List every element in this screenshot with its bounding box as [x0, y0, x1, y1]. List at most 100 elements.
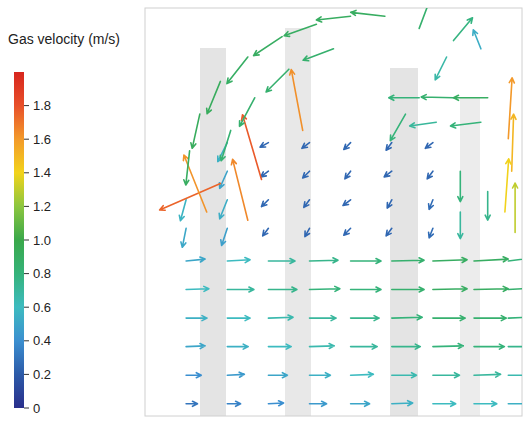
velocity-vector — [351, 372, 374, 377]
velocity-vector — [474, 401, 497, 406]
velocity-vector — [310, 344, 335, 349]
velocity-vector — [266, 69, 289, 92]
velocity-vector — [227, 372, 244, 377]
velocity-vector — [392, 401, 413, 406]
velocity-vector — [458, 171, 463, 201]
velocity-vector — [268, 401, 283, 406]
velocity-vector — [207, 81, 221, 113]
velocity-vector — [511, 114, 516, 171]
velocity-vector — [351, 287, 381, 292]
colorbar-tick-label: 0.4 — [33, 333, 51, 348]
velocity-vector — [219, 200, 227, 219]
velocity-vector — [305, 228, 310, 236]
velocity-vector — [392, 258, 424, 263]
velocity-vector — [303, 171, 310, 178]
tube — [390, 68, 418, 416]
velocity-vector — [351, 316, 380, 321]
velocity-vector — [389, 95, 419, 100]
colorbar-tick — [24, 340, 29, 341]
velocity-vector — [219, 171, 227, 188]
velocity-vector — [344, 143, 351, 150]
velocity-vector — [508, 255, 522, 261]
velocity-vector — [316, 16, 350, 22]
velocity-vector — [303, 49, 333, 61]
velocity-vector — [227, 258, 250, 263]
colorbar-tick — [24, 105, 29, 106]
velocity-vector — [227, 344, 248, 349]
velocity-vector — [186, 316, 207, 321]
velocity-vector — [508, 401, 522, 406]
velocity-vector — [392, 287, 424, 292]
velocity-vector — [508, 344, 522, 349]
vectors — [160, 8, 522, 406]
velocity-vector — [310, 258, 339, 263]
velocity-vector — [227, 401, 240, 406]
velocity-vector — [186, 344, 205, 349]
velocity-vector — [429, 228, 434, 238]
velocity-vector — [351, 401, 370, 406]
velocity-vector — [474, 316, 506, 321]
tube — [460, 98, 480, 416]
colorbar-tick-label: 1.8 — [33, 98, 51, 113]
colorbar-title: Gas velocity (m/s) — [8, 31, 120, 47]
velocity-vector — [410, 122, 437, 128]
velocity-vector — [508, 373, 522, 378]
velocity-vector — [474, 344, 504, 349]
velocity-vector — [392, 373, 417, 378]
velocity-vector — [427, 171, 433, 179]
velocity-vector — [473, 30, 481, 49]
velocity-vector — [227, 287, 254, 292]
colorbar-tick-label: 1.4 — [33, 165, 51, 180]
velocity-vector — [302, 143, 310, 149]
velocity-vector — [474, 372, 501, 377]
velocity-vector — [261, 171, 269, 177]
velocity-vector — [433, 344, 463, 349]
velocity-vector — [186, 257, 205, 262]
velocity-vector — [433, 286, 467, 291]
velocity-vector — [268, 373, 287, 378]
velocity-vector — [227, 316, 250, 321]
velocity-vector — [186, 373, 201, 378]
velocity-vector — [351, 10, 385, 16]
velocity-vector — [390, 114, 405, 141]
colorbar-tick-label: 1.0 — [33, 233, 51, 248]
velocity-vector — [435, 57, 446, 80]
velocity-vector — [508, 78, 514, 139]
velocity-vector — [508, 315, 522, 320]
velocity-vector — [310, 316, 337, 321]
colorbar-tick-label: 0.2 — [33, 367, 51, 382]
velocity-vector — [242, 115, 262, 180]
velocity-vector — [451, 122, 481, 128]
velocity-vector — [221, 228, 228, 245]
velocity-vector — [345, 171, 351, 179]
velocity-vector — [474, 286, 508, 291]
velocity-vector — [160, 183, 221, 210]
velocity-vector — [392, 344, 421, 349]
colorbar-tick — [24, 408, 29, 409]
colorbar-tick-label: 1.2 — [33, 199, 51, 214]
velocity-vector — [386, 143, 392, 151]
velocity-vector — [191, 114, 200, 148]
velocity-vector — [263, 228, 269, 236]
geometry — [200, 28, 480, 416]
colorbar-tick-label: 0.8 — [33, 266, 51, 281]
colorbar-tick — [24, 374, 29, 375]
velocity-vector — [458, 212, 463, 239]
velocity-vector — [429, 200, 434, 210]
velocity-vector — [220, 130, 230, 160]
chart: Gas velocity (m/s)00.20.40.60.81.01.21.4… — [0, 0, 530, 424]
velocity-vector — [310, 286, 340, 291]
velocity-vector — [474, 257, 508, 262]
velocity-vector — [184, 151, 190, 185]
velocity-vector — [433, 401, 456, 406]
colorbar — [14, 72, 24, 408]
velocity-vector — [505, 159, 511, 212]
velocity-vector — [181, 228, 186, 247]
velocity-vector — [343, 200, 351, 206]
velocity-vector — [384, 171, 392, 177]
plot-frame — [145, 8, 522, 416]
velocity-vector — [513, 183, 518, 232]
velocity-vector — [454, 18, 473, 41]
velocity-vector — [254, 37, 283, 56]
velocity-vector — [419, 8, 431, 28]
